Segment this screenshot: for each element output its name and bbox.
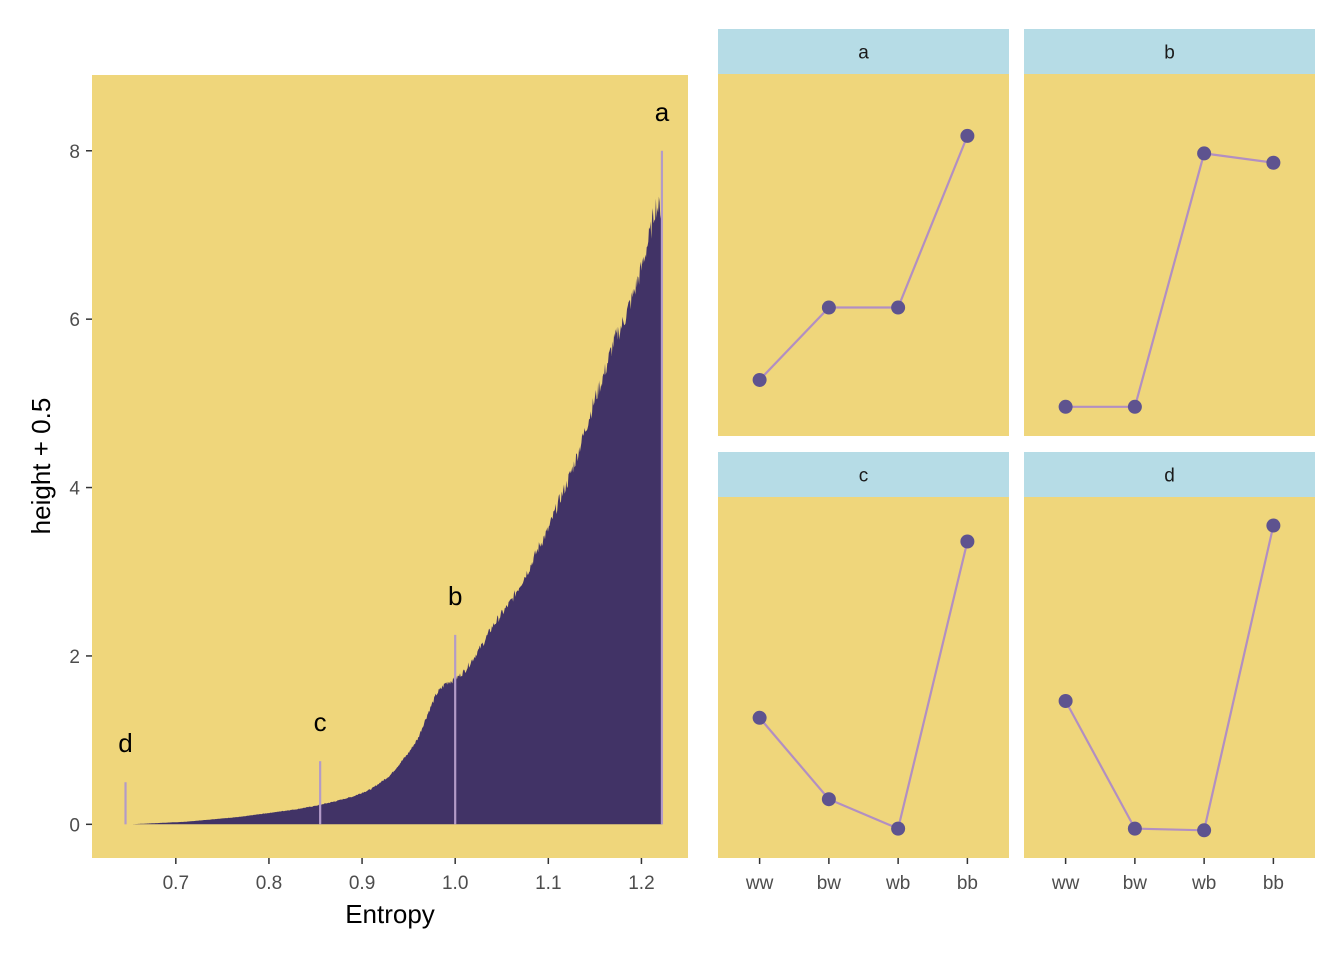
facet-point-wb [1197,823,1212,838]
facet-x-axis: ww bw wb bb ww bw wb bb [745,858,1284,894]
facet-panel-background [718,74,1009,436]
facet-x-tick-label: bb [957,873,978,894]
facet-point-bb [960,128,975,143]
facet-point-ww [1058,399,1073,414]
y-tick-label: 8 [69,142,80,163]
facet-strip-label: d [1164,466,1175,487]
facet-point-wb [891,821,906,836]
facet-point-bw [1127,399,1142,414]
facet-point-bb [1266,518,1281,533]
annotation-label-b: b [448,581,462,611]
y-tick-label: 2 [69,647,80,668]
facet-point-ww [752,372,767,387]
facet-x-tick-label: wb [1191,873,1216,894]
facet-strip [1024,452,1315,497]
facet-strip-label: b [1164,43,1175,64]
entropy-histogram-panel: a b c d 0 2 4 6 8 0.7 0.8 0.9 1.0 1.1 1.2 Entropy he… [26,75,688,929]
facet-x-tick-label: ww [1051,873,1080,894]
facet-grid: a b c d [718,29,1315,858]
facet-panel-background [1024,497,1315,858]
y-tick-label: 0 [69,815,80,836]
facet-panel-b: b [1024,29,1315,436]
facet-line [1064,525,1275,832]
facet-x-tick-label: wb [885,873,910,894]
facet-x-tick-label: bw [1123,873,1148,894]
y-axis-title: height + 0.5 [26,398,56,535]
x-tick-label: 1.1 [535,873,561,894]
facet-panel-d: d [1024,452,1315,858]
facet-line [1065,152,1274,408]
facet-point-bb [960,534,975,549]
x-tick-label: 1.2 [628,873,654,894]
facet-panel-a: a [718,29,1009,436]
facet-panel-background [718,497,1009,858]
facet-point-bw [1127,821,1142,836]
facet-strip-label: a [858,43,869,64]
facet-line [758,541,969,831]
facet-x-tick-label: bw [817,873,842,894]
facet-point-wb [1197,146,1212,161]
x-axis-title: Entropy [345,899,435,929]
x-tick-label: 0.9 [349,873,375,894]
x-tick-label: 0.8 [256,873,282,894]
facet-line [758,135,969,381]
facet-point-ww [1058,694,1073,709]
facet-panel-c: c [718,452,1009,858]
y-tick-label: 4 [69,479,80,500]
facet-point-wb [891,300,906,315]
facet-point-ww [752,710,767,725]
y-tick-label: 6 [69,310,80,331]
facet-point-bb [1266,155,1281,170]
facet-x-tick-label: ww [745,873,774,894]
annotation-label-a: a [655,97,670,127]
facet-point-bw [821,792,836,807]
x-tick-label: 1.0 [442,873,468,894]
annotation-label-c: c [314,707,327,737]
facet-strip [718,29,1009,74]
facet-strip-label: c [859,466,869,487]
facet-x-tick-label: bb [1263,873,1284,894]
facet-strip [1024,29,1315,74]
annotation-label-d: d [118,728,132,758]
x-tick-label: 0.7 [163,873,189,894]
facet-panel-background [1024,74,1315,436]
facet-strip [718,452,1009,497]
entropy-height-area [115,196,662,825]
facet-point-bw [821,300,836,315]
